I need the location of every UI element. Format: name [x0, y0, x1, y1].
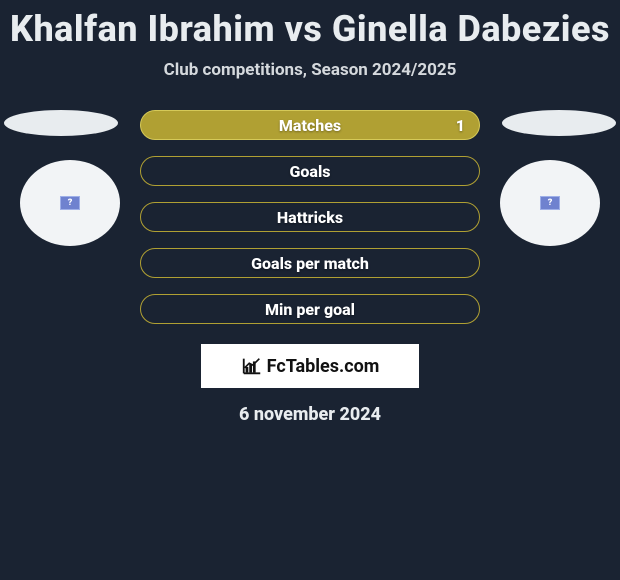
right-player-avatar: ? [500, 160, 600, 246]
stat-label: Goals per match [251, 254, 369, 273]
stat-label: Min per goal [265, 300, 355, 319]
stat-bar-matches: Matches 1 [140, 110, 480, 140]
stat-value-right: 1 [456, 116, 465, 135]
comparison-content: ? ? Matches 1 Goals Hattricks Goals per … [0, 110, 620, 425]
left-player-oval [4, 110, 118, 136]
date-label: 6 november 2024 [0, 404, 620, 425]
stat-bars: Matches 1 Goals Hattricks Goals per matc… [140, 110, 480, 324]
brand-chart-icon [241, 355, 263, 377]
stat-label: Goals [290, 162, 331, 181]
left-player-avatar: ? [20, 160, 120, 246]
stat-label: Hattricks [277, 208, 343, 227]
left-flag-icon: ? [60, 196, 80, 210]
right-player-oval [502, 110, 616, 136]
brand-label: FcTables.com [241, 355, 380, 377]
stat-label: Matches [279, 116, 341, 135]
brand-text: FcTables.com [267, 356, 380, 377]
stat-bar-goals-per-match: Goals per match [140, 248, 480, 278]
subtitle: Club competitions, Season 2024/2025 [0, 60, 620, 80]
stat-bar-min-per-goal: Min per goal [140, 294, 480, 324]
comparison-title: Khalfan Ibrahim vs Ginella Dabezies [0, 0, 620, 50]
stat-bar-goals: Goals [140, 156, 480, 186]
right-flag-icon: ? [540, 196, 560, 210]
brand-box: FcTables.com [201, 344, 419, 388]
stat-bar-hattricks: Hattricks [140, 202, 480, 232]
